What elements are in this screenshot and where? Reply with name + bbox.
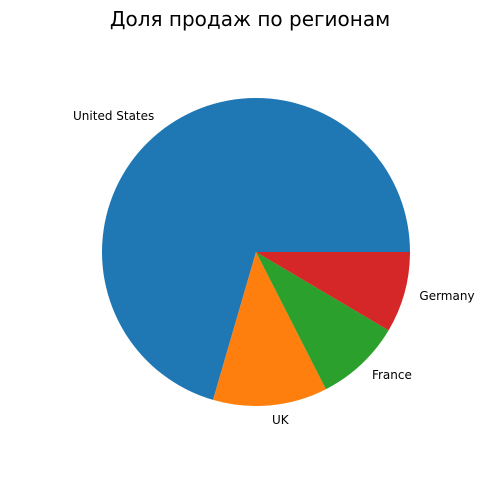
pie-label-france: France (372, 368, 412, 382)
pie-label-germany: Germany (419, 289, 474, 303)
pie-labels: United States UK France Germany (73, 109, 475, 427)
pie-slice-france (256, 252, 389, 390)
pie-slice-germany (256, 252, 410, 331)
pie-slice-uk (213, 252, 326, 406)
chart-title: Доля продаж по регионам (110, 7, 390, 31)
pie-slice-united-states (101, 97, 410, 400)
pie-label-uk: UK (272, 413, 290, 427)
pie-slices (101, 97, 410, 406)
pie-label-united-states: United States (73, 109, 154, 123)
